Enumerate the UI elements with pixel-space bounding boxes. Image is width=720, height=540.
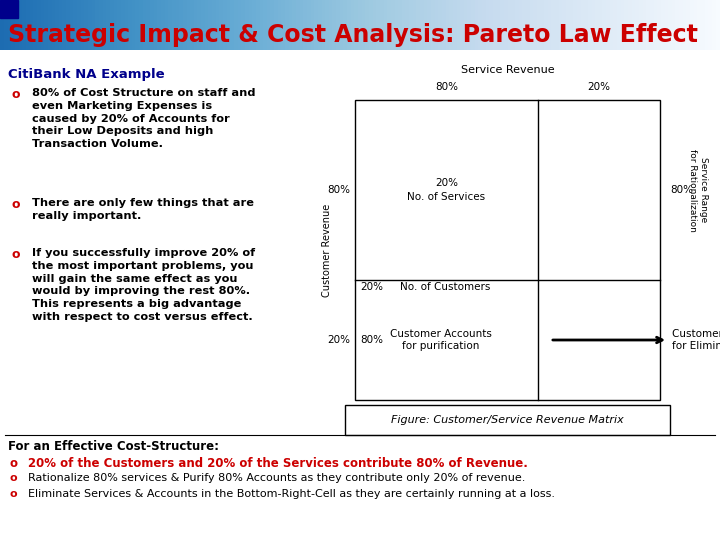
Text: o: o [10, 457, 18, 470]
Text: For an Effective Cost-Structure:: For an Effective Cost-Structure: [8, 440, 219, 453]
Text: Customer/ Service
for Elimination: Customer/ Service for Elimination [672, 329, 720, 351]
Text: 80%: 80% [435, 82, 458, 92]
Text: Rationalize 80% services & Purify 80% Accounts as they contribute only 20% of re: Rationalize 80% services & Purify 80% Ac… [28, 473, 526, 483]
Text: 80%: 80% [327, 185, 350, 195]
Text: There are only few things that are
really important.: There are only few things that are reall… [32, 198, 254, 221]
Bar [345, 405, 670, 435]
Text: If you successfully improve 20% of
the most important problems, you
will gain th: If you successfully improve 20% of the m… [32, 248, 255, 322]
Text: 80%: 80% [670, 185, 693, 195]
Text: o: o [12, 88, 20, 101]
Text: 20%: 20% [327, 335, 350, 345]
Text: Figure: Customer/Service Revenue Matrix: Figure: Customer/Service Revenue Matrix [391, 415, 624, 425]
Text: Eliminate Services & Accounts in the Bottom-Right-Cell as they are certainly run: Eliminate Services & Accounts in the Bot… [28, 489, 555, 499]
Text: o: o [10, 489, 17, 499]
Text: 80% of Cost Structure on staff and
even Marketing Expenses is
caused by 20% of A: 80% of Cost Structure on staff and even … [32, 88, 256, 149]
Text: o: o [10, 473, 17, 483]
Text: 20% of the Customers and 20% of the Services contribute 80% of Revenue.: 20% of the Customers and 20% of the Serv… [28, 457, 528, 470]
Text: 20%: 20% [360, 282, 383, 292]
Text: Customer Accounts
for purification: Customer Accounts for purification [390, 329, 492, 351]
Text: Customer Revenue: Customer Revenue [322, 204, 332, 296]
Text: o: o [12, 248, 20, 261]
Text: 80%: 80% [360, 335, 383, 345]
Text: Service Range
for Rationalization: Service Range for Rationalization [688, 148, 708, 232]
Text: Service Revenue: Service Revenue [461, 65, 554, 75]
Text: 20%: 20% [588, 82, 611, 92]
Text: Strategic Impact & Cost Analysis: Pareto Law Effect: Strategic Impact & Cost Analysis: Pareto… [8, 23, 698, 47]
Text: No. of Customers: No. of Customers [400, 282, 490, 292]
Bar [0, 0, 18, 18]
Bar [355, 100, 660, 400]
Text: o: o [12, 198, 20, 211]
Text: 20%
No. of Services: 20% No. of Services [408, 178, 485, 201]
Text: CitiBank NA Example: CitiBank NA Example [8, 68, 165, 81]
